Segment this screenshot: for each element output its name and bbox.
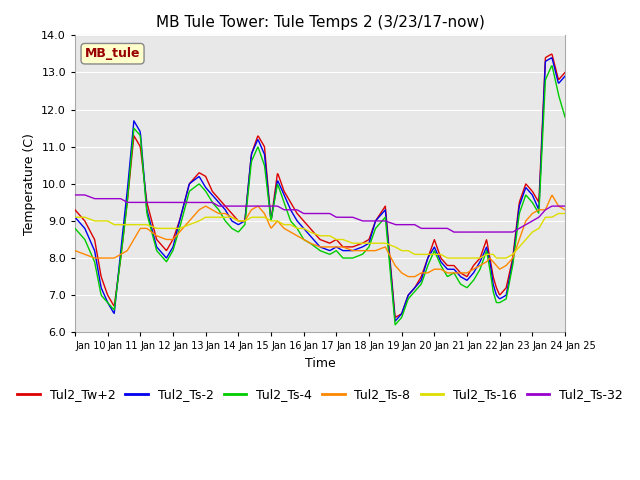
- Legend: Tul2_Tw+2, Tul2_Ts-2, Tul2_Ts-4, Tul2_Ts-8, Tul2_Ts-16, Tul2_Ts-32: Tul2_Tw+2, Tul2_Ts-2, Tul2_Ts-4, Tul2_Ts…: [12, 383, 628, 406]
- X-axis label: Time: Time: [305, 357, 335, 370]
- Title: MB Tule Tower: Tule Temps 2 (3/23/17-now): MB Tule Tower: Tule Temps 2 (3/23/17-now…: [156, 15, 484, 30]
- Y-axis label: Temperature (C): Temperature (C): [22, 133, 36, 235]
- Text: MB_tule: MB_tule: [84, 47, 140, 60]
